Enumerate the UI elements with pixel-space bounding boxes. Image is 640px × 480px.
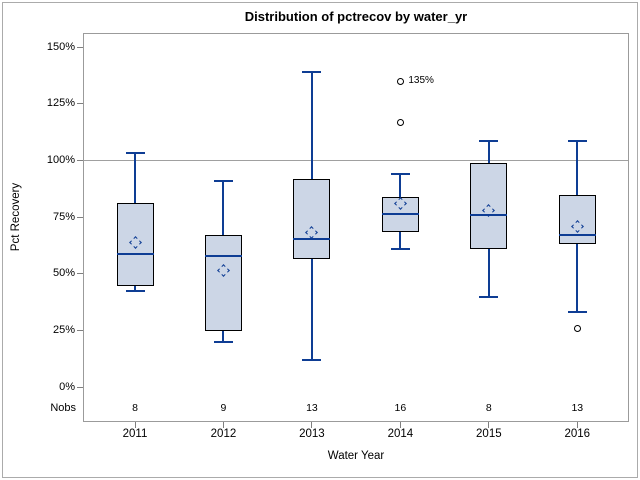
y-tick-label: 150% (46, 40, 75, 53)
y-tick-label: 50% (52, 267, 75, 280)
y-tick-mark (77, 386, 83, 388)
x-tick-mark-2011 (134, 422, 136, 428)
median-line-2013 (293, 237, 331, 240)
median-line-2014 (381, 212, 419, 215)
box-2011 (116, 202, 154, 287)
y-tick-label: 0% (59, 380, 75, 393)
x-tick-label-2012: 2012 (210, 428, 237, 440)
box-2013 (293, 178, 331, 260)
median-line-2015 (470, 214, 508, 217)
y-tick-mark (77, 273, 83, 275)
plot-area: 0% 25% 50% 75% 100% 125% 150% 8 2011 9 2012 13 2013 1… (47, 33, 629, 440)
whisker-cap-low-2016 (567, 311, 587, 314)
nobs-value-2014: 16 (394, 402, 407, 414)
x-tick-mark-2016 (576, 422, 578, 428)
y-tick-label: 25% (52, 324, 75, 337)
x-tick-mark-2015 (488, 422, 490, 428)
box-2012 (204, 235, 242, 331)
nobs-value-2013: 13 (306, 402, 318, 414)
outlier-point-2014 (396, 118, 404, 126)
whisker-cap-high-2014 (390, 173, 410, 176)
x-axis-title: Water Year (327, 450, 385, 462)
nobs-value-2015: 8 (485, 402, 492, 414)
x-tick-mark-2012 (222, 422, 224, 428)
nobs-row-label: Nobs (50, 402, 76, 414)
y-axis-title: Pct Recovery (10, 182, 22, 252)
median-line-2011 (116, 252, 154, 255)
outlier-label-2014: 135% (408, 75, 434, 87)
whisker-cap-high-2015 (479, 140, 499, 143)
x-tick-mark-2013 (311, 422, 313, 428)
y-tick-mark (77, 46, 83, 48)
whisker-cap-low-2011 (125, 289, 145, 292)
y-tick-mark (77, 103, 83, 105)
nobs-value-2011: 8 (132, 402, 138, 414)
chart-title: Distribution of pctrecov by water_yr (244, 9, 468, 24)
median-line-2012 (204, 254, 242, 257)
whisker-cap-low-2015 (479, 295, 499, 298)
y-tick-mark (77, 216, 83, 218)
whisker-cap-low-2013 (302, 359, 322, 362)
outlier-point-2014 (396, 77, 404, 85)
x-tick-label-2015: 2015 (476, 428, 502, 440)
whisker-cap-high-2016 (567, 140, 587, 143)
box-2015 (470, 162, 508, 250)
x-tick-label-2011: 2011 (122, 428, 148, 440)
y-tick-label: 100% (46, 154, 75, 167)
median-line-2016 (558, 234, 596, 237)
refline-100 (84, 160, 628, 162)
whisker-cap-low-2012 (213, 340, 233, 343)
outlier-point-2016 (573, 324, 581, 332)
y-tick-mark (77, 330, 83, 332)
x-tick-label-2014: 2014 (387, 428, 414, 440)
whisker-cap-high-2012 (213, 180, 233, 183)
nobs-value-2012: 9 (220, 402, 227, 414)
y-tick-label: 75% (52, 210, 75, 223)
whisker-cap-high-2011 (125, 151, 145, 154)
nobs-value-2016: 13 (571, 402, 584, 414)
whisker-cap-high-2013 (302, 71, 322, 74)
x-tick-label-2013: 2013 (299, 428, 325, 440)
whisker-cap-low-2014 (390, 248, 410, 251)
x-tick-label-2016: 2016 (564, 428, 591, 440)
y-tick-mark (77, 160, 83, 162)
x-tick-mark-2014 (399, 422, 401, 428)
y-tick-label: 125% (46, 97, 75, 110)
